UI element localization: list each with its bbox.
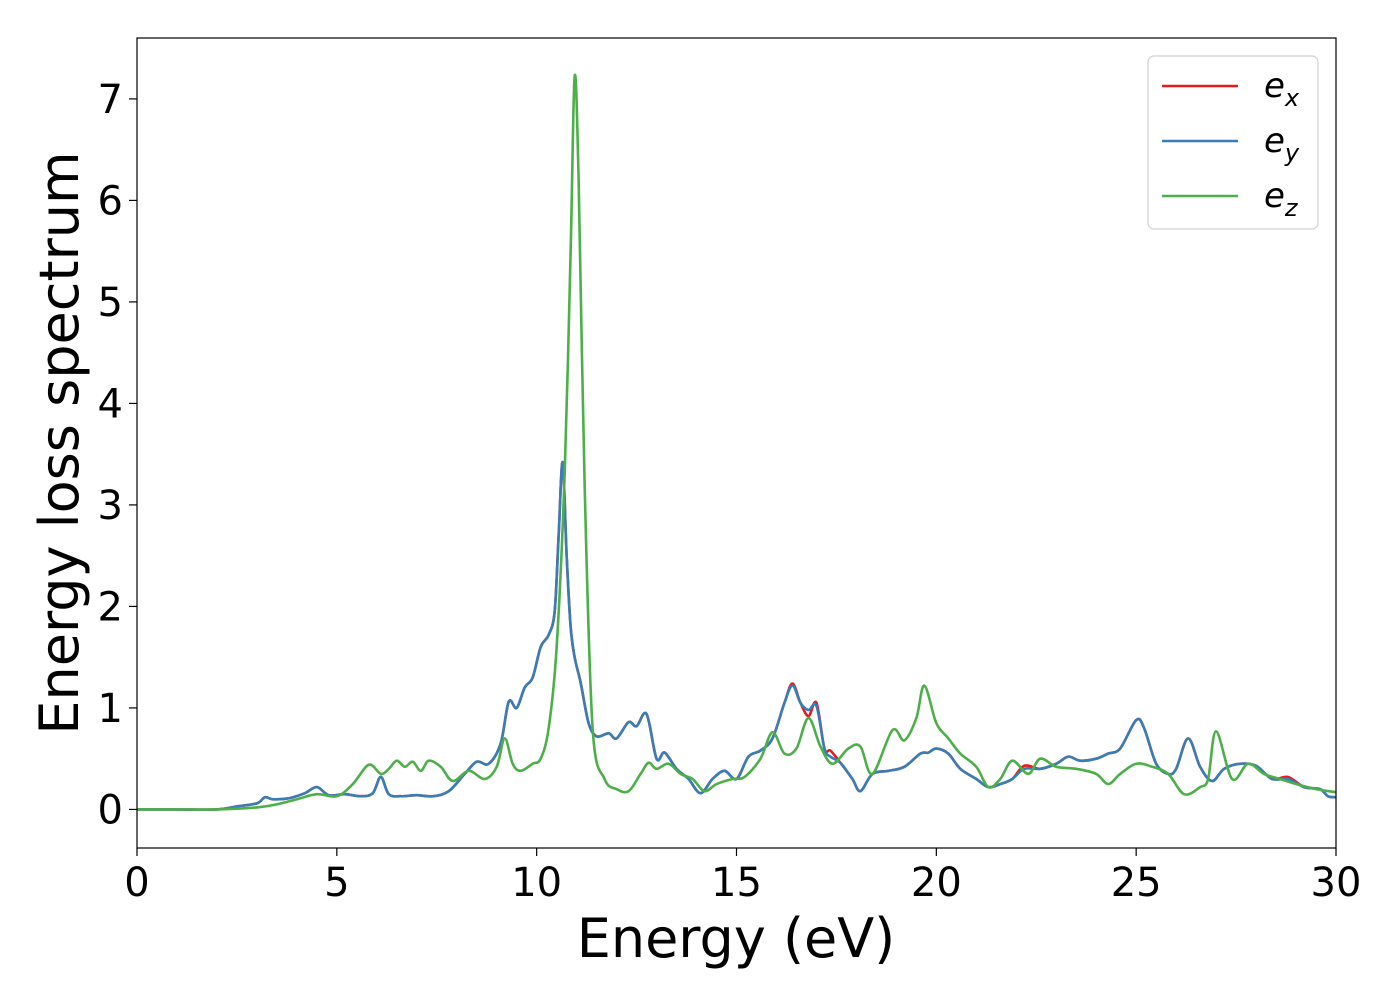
y-tick-label: 0 xyxy=(98,787,123,833)
y-tick-label: 1 xyxy=(98,686,123,732)
x-tick-label: 10 xyxy=(511,860,562,906)
series-lines xyxy=(137,73,1336,811)
y-tick-label: 7 xyxy=(98,77,123,123)
x-tick-label: 5 xyxy=(324,860,349,906)
y-tick-label: 6 xyxy=(98,178,123,224)
x-tick-label: 0 xyxy=(124,860,149,906)
x-axis-ticks: 0 5 10 15 20 25 30 xyxy=(124,848,1361,906)
series-line-y xyxy=(137,460,1336,811)
y-axis-ticks: 0 1 2 3 4 5 6 7 xyxy=(98,77,137,833)
x-tick-label: 30 xyxy=(1311,860,1362,906)
x-tick-label: 25 xyxy=(1111,860,1162,906)
legend: ex ey ez xyxy=(1147,55,1319,230)
x-axis-label: Energy (eV) xyxy=(577,907,896,970)
legend-label-y: ey xyxy=(1264,121,1300,167)
series-line-z xyxy=(137,73,1336,811)
legend-label-x: ex xyxy=(1264,66,1300,112)
y-tick-label: 4 xyxy=(98,381,123,427)
plot-area xyxy=(137,38,1336,848)
y-tick-label: 5 xyxy=(98,280,123,326)
y-tick-label: 2 xyxy=(98,584,123,630)
legend-box xyxy=(1147,55,1319,230)
y-tick-label: 3 xyxy=(98,483,123,529)
x-tick-label: 15 xyxy=(711,860,762,906)
y-axis-label: Energy loss spectrum xyxy=(28,151,91,734)
legend-label-z: ez xyxy=(1264,176,1299,222)
x-tick-label: 20 xyxy=(911,860,962,906)
